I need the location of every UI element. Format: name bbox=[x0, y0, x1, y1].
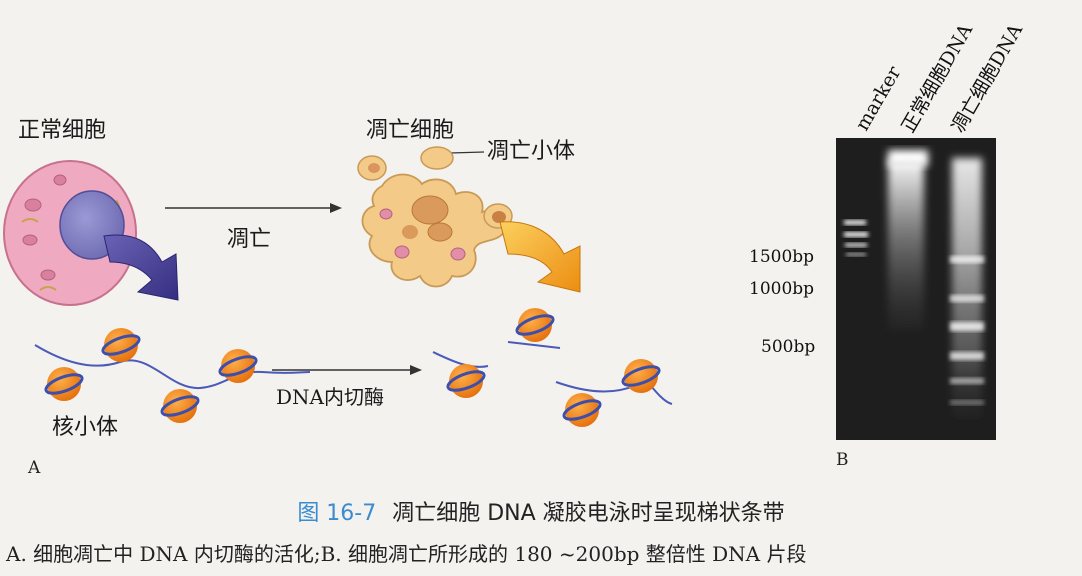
nucleosome bbox=[621, 359, 661, 393]
label-dna-endonuclease: DNA内切酶 bbox=[276, 385, 384, 409]
nucleosome bbox=[515, 308, 555, 342]
nucleosome-chain-intact bbox=[34, 328, 311, 423]
nucleosome bbox=[101, 328, 141, 362]
normal-cell-illustration bbox=[3, 160, 179, 306]
panel-letter-a: A bbox=[27, 458, 41, 478]
figure-title: 凋亡细胞 DNA 凝胶电泳时呈现梯状条带 bbox=[392, 501, 785, 526]
nucleosome bbox=[446, 364, 486, 398]
apoptotic-cell-illustration bbox=[357, 146, 581, 293]
figure-legend: A. 细胞凋亡中 DNA 内切酶的活化;B. 细胞凋亡所形成的 180 ~200… bbox=[6, 542, 807, 566]
figure-number: 图 16-7 bbox=[297, 501, 377, 526]
label-apoptotic-body: 凋亡小体 bbox=[487, 139, 575, 164]
nucleosome bbox=[562, 393, 602, 427]
label-nucleosome: 核小体 bbox=[52, 415, 118, 440]
enzyme-arrow bbox=[272, 365, 422, 375]
nucleosome bbox=[44, 367, 84, 401]
figure-caption: 图 16-7 凋亡细胞 DNA 凝胶电泳时呈现梯状条带 bbox=[0, 495, 1082, 527]
apoptotic-body-pointer bbox=[449, 151, 485, 154]
label-apoptosis: 凋亡 bbox=[227, 227, 271, 252]
apoptosis-arrow bbox=[165, 203, 342, 213]
nucleosome bbox=[218, 349, 258, 383]
label-apoptotic-cell: 凋亡细胞 bbox=[366, 118, 454, 143]
size-marker-1500bp: 1500bp bbox=[749, 247, 814, 267]
nucleosome-fragments bbox=[432, 308, 673, 427]
size-marker-500bp: 500bp bbox=[761, 337, 815, 357]
size-marker-1000bp: 1000bp bbox=[749, 279, 814, 299]
gel-image bbox=[836, 138, 996, 440]
panel-b: marker 正常细胞DNA 凋亡细胞DNA 1500bp 1000bp 50 bbox=[749, 20, 1027, 470]
panel-letter-b: B bbox=[836, 450, 849, 470]
panel-a: 正常细胞 凋亡 凋亡细胞 凋亡小体 bbox=[3, 118, 673, 478]
nucleosome bbox=[160, 389, 200, 423]
label-normal-cell: 正常细胞 bbox=[18, 118, 106, 143]
